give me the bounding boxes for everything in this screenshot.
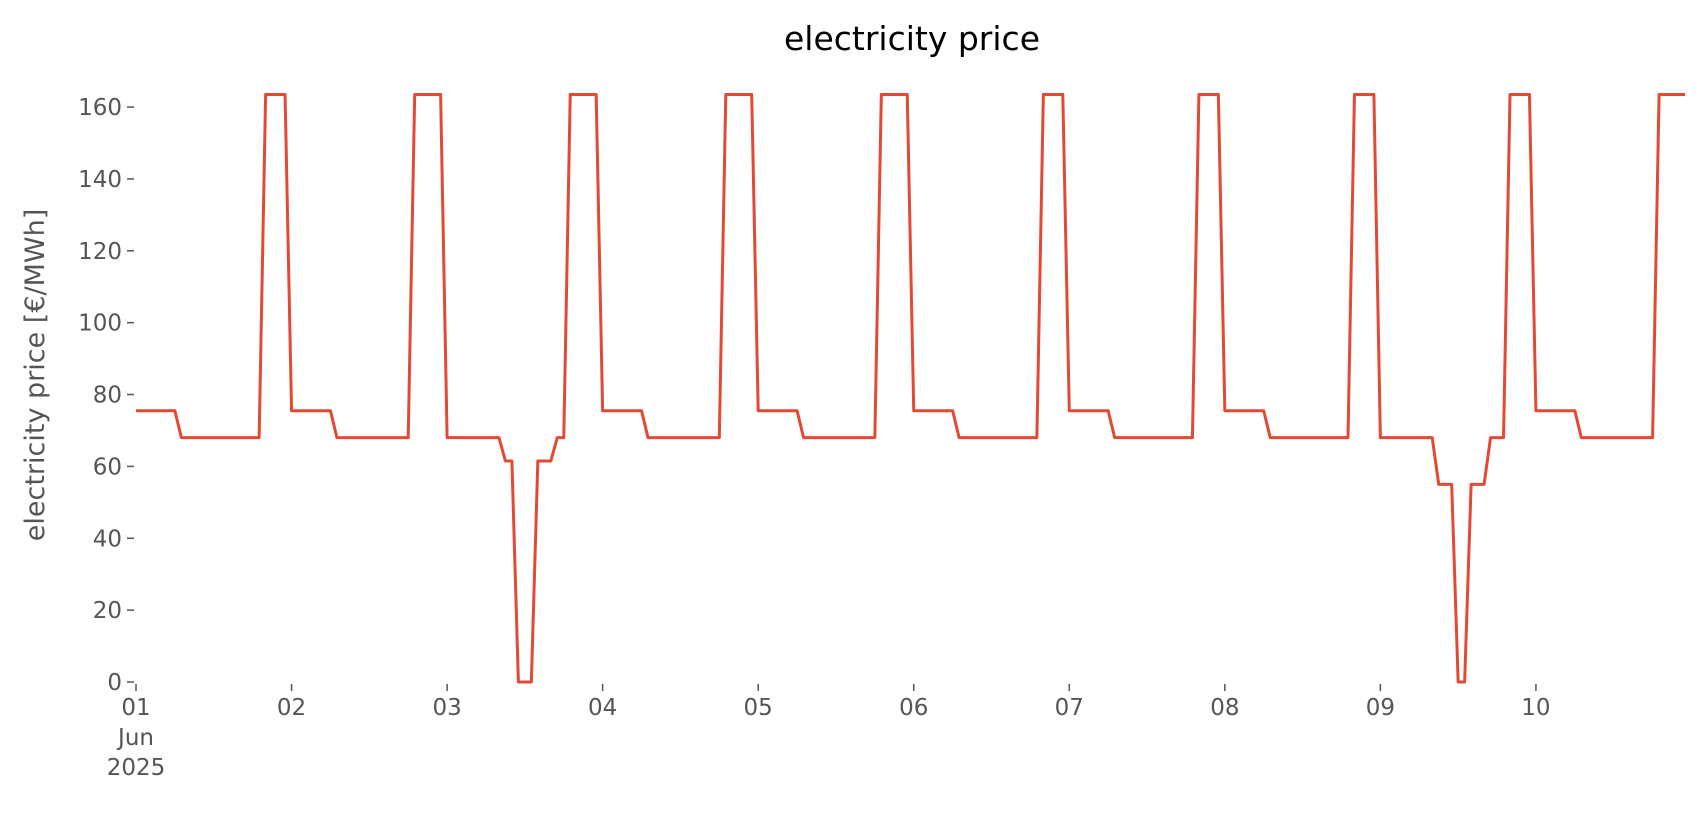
x-tick-label: 02 <box>277 695 306 721</box>
y-tick-label: 100 <box>78 311 122 337</box>
y-axis-label: electricity price [€/MWh] <box>20 209 51 541</box>
price-line <box>136 92 1685 684</box>
x-tick-label: 10 <box>1521 695 1550 721</box>
y-tick-label: 60 <box>93 454 122 480</box>
x-tick-label: 01 Jun 2025 <box>107 695 166 781</box>
y-tick-label: 0 <box>107 670 122 696</box>
x-tick-label: 08 <box>1210 695 1239 721</box>
y-tick-label: 20 <box>93 598 122 624</box>
y-tick-label: 120 <box>78 239 122 265</box>
x-tick-label: 04 <box>588 695 617 721</box>
y-tick-label: 40 <box>93 526 122 552</box>
x-tick-label: 03 <box>432 695 461 721</box>
x-tick-label: 07 <box>1055 695 1084 721</box>
x-tick-label: 09 <box>1366 695 1395 721</box>
y-tick-label: 160 <box>78 95 122 121</box>
x-tick-label: 06 <box>899 695 928 721</box>
x-tick-label: 05 <box>744 695 773 721</box>
y-tick-label: 80 <box>93 383 122 409</box>
y-tick-label: 140 <box>78 167 122 193</box>
chart-title: electricity price <box>784 19 1040 58</box>
